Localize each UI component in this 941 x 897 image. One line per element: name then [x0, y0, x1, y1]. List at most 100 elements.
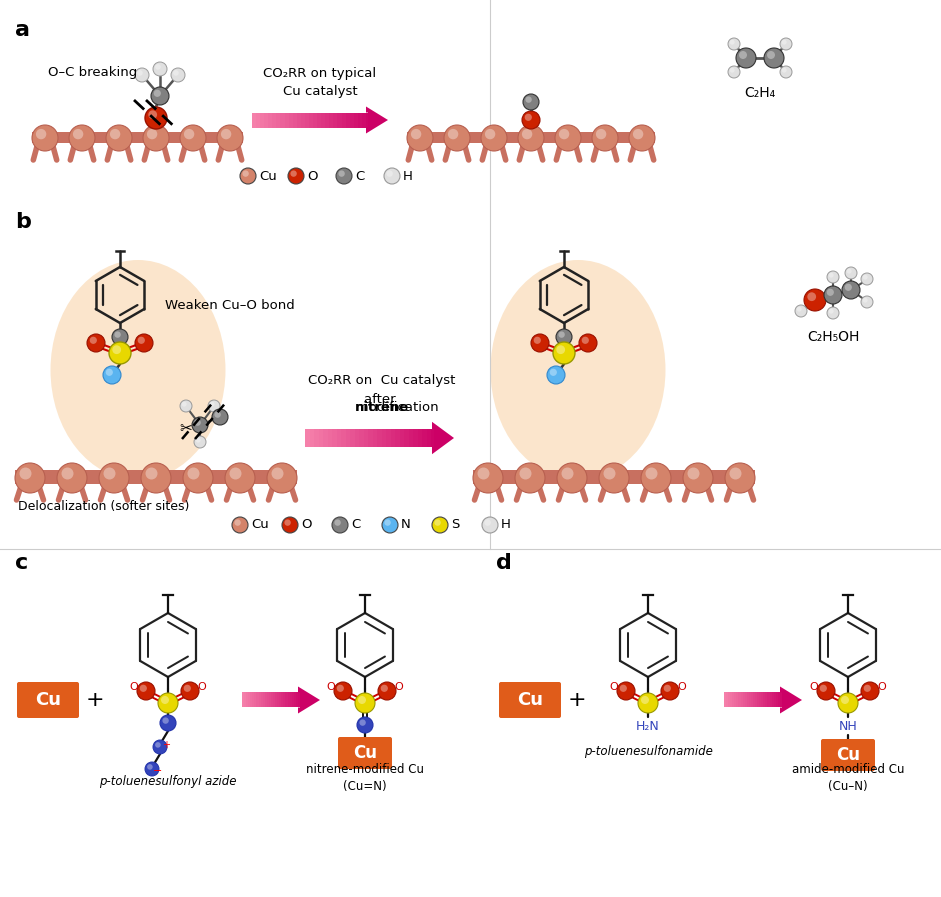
Circle shape	[145, 107, 167, 129]
Circle shape	[864, 684, 871, 692]
Bar	[366, 112, 371, 127]
Circle shape	[36, 129, 46, 139]
Circle shape	[161, 696, 169, 704]
Circle shape	[99, 463, 129, 493]
Circle shape	[688, 467, 699, 480]
Circle shape	[153, 90, 161, 97]
Bar	[293, 112, 297, 127]
Bar	[473, 471, 755, 484]
Circle shape	[663, 684, 671, 692]
Circle shape	[139, 684, 147, 692]
Circle shape	[187, 467, 199, 480]
Bar	[768, 692, 770, 708]
Circle shape	[208, 400, 220, 412]
Circle shape	[558, 331, 565, 338]
Bar	[780, 692, 782, 708]
Circle shape	[181, 682, 199, 700]
Circle shape	[232, 517, 248, 533]
Circle shape	[534, 336, 541, 344]
Circle shape	[87, 334, 105, 352]
Circle shape	[112, 329, 128, 345]
Circle shape	[592, 125, 618, 151]
Bar	[775, 692, 778, 708]
Text: O: O	[307, 170, 317, 182]
Text: −: −	[153, 766, 163, 776]
Bar	[739, 692, 742, 708]
Bar	[244, 692, 247, 708]
Circle shape	[827, 271, 839, 283]
Circle shape	[729, 467, 742, 480]
Circle shape	[845, 283, 852, 291]
Circle shape	[525, 96, 532, 103]
Bar	[395, 429, 400, 447]
Bar	[407, 132, 655, 144]
Bar	[423, 429, 427, 447]
Circle shape	[267, 463, 297, 493]
Circle shape	[842, 281, 860, 299]
Circle shape	[359, 719, 366, 726]
Circle shape	[603, 467, 615, 480]
FancyBboxPatch shape	[499, 682, 561, 718]
Circle shape	[550, 369, 557, 376]
Bar	[272, 112, 277, 127]
Circle shape	[444, 125, 470, 151]
Text: O: O	[678, 682, 686, 692]
Text: p-toluenesulfonamide: p-toluenesulfonamide	[583, 745, 712, 758]
Bar	[242, 692, 245, 708]
Circle shape	[378, 682, 396, 700]
Bar	[741, 692, 743, 708]
Bar	[296, 112, 301, 127]
Circle shape	[32, 125, 58, 151]
Circle shape	[629, 125, 655, 151]
Circle shape	[171, 68, 185, 82]
Text: C: C	[355, 170, 364, 182]
Bar	[301, 112, 306, 127]
Text: S: S	[451, 518, 459, 532]
Text: NH: NH	[838, 720, 857, 734]
Circle shape	[234, 519, 241, 526]
Bar	[400, 429, 405, 447]
Circle shape	[562, 467, 573, 480]
Text: O: O	[301, 518, 311, 532]
Circle shape	[556, 345, 566, 354]
Circle shape	[137, 682, 155, 700]
Bar	[273, 692, 276, 708]
Text: Cu: Cu	[35, 691, 61, 709]
Circle shape	[780, 66, 792, 78]
Circle shape	[829, 309, 834, 314]
Bar	[329, 112, 334, 127]
Circle shape	[473, 463, 503, 493]
Circle shape	[110, 129, 120, 139]
Text: O–C breaking: O–C breaking	[48, 65, 137, 79]
Circle shape	[194, 436, 206, 448]
Bar	[726, 692, 728, 708]
Circle shape	[137, 336, 145, 344]
Circle shape	[736, 48, 756, 68]
Bar	[774, 692, 776, 708]
Bar	[260, 112, 264, 127]
Circle shape	[730, 68, 735, 73]
Bar	[765, 692, 768, 708]
Circle shape	[385, 519, 391, 526]
Circle shape	[448, 129, 458, 139]
Circle shape	[519, 467, 532, 480]
Circle shape	[135, 68, 149, 82]
Bar	[391, 429, 396, 447]
Circle shape	[522, 111, 540, 129]
Bar	[259, 692, 261, 708]
Text: O: O	[878, 682, 886, 692]
Bar	[758, 692, 759, 708]
Circle shape	[151, 87, 169, 105]
Bar	[373, 429, 377, 447]
Circle shape	[547, 366, 565, 384]
Bar	[268, 112, 273, 127]
Bar	[778, 692, 780, 708]
Bar	[264, 112, 269, 127]
Bar	[269, 692, 271, 708]
Text: ✂: ✂	[180, 422, 192, 437]
Circle shape	[841, 696, 849, 704]
Circle shape	[334, 682, 352, 700]
Circle shape	[739, 51, 747, 59]
Circle shape	[272, 467, 283, 480]
Circle shape	[103, 366, 121, 384]
